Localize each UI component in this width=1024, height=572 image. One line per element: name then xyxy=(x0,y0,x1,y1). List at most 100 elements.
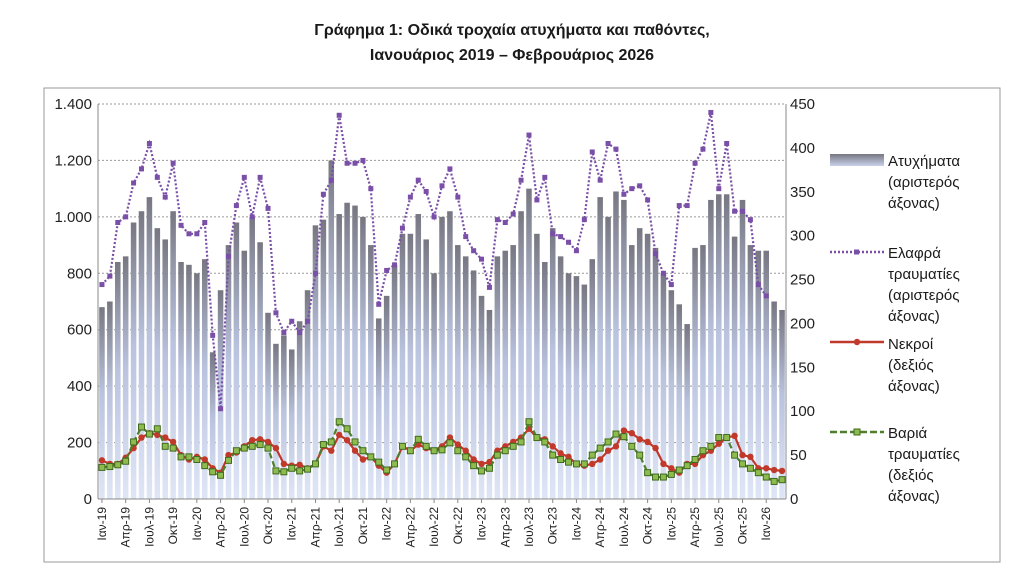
legend-label-heavy-injuries: τραυματίες xyxy=(888,446,960,463)
marker-heavy-injuries xyxy=(351,438,359,446)
marker-light-injuries xyxy=(716,186,722,192)
bar-accidents xyxy=(502,250,509,499)
bar-accidents xyxy=(684,324,690,499)
marker-light-injuries xyxy=(629,186,635,192)
marker-heavy-injuries xyxy=(565,458,573,466)
bar-accidents xyxy=(375,318,382,499)
bar-accidents xyxy=(265,312,271,499)
bar-accidents xyxy=(692,247,698,499)
bar-accidents xyxy=(716,194,722,500)
x-tick-label: Οκτ-25 xyxy=(736,507,750,545)
marker-light-injuries xyxy=(194,231,200,237)
marker-heavy-injuries xyxy=(485,464,493,472)
marker-heavy-injuries xyxy=(169,444,177,452)
marker-deaths xyxy=(249,436,256,444)
x-tick-label: Απρ-21 xyxy=(308,507,322,548)
bar-accidents xyxy=(731,236,738,499)
marker-light-injuries xyxy=(692,160,698,166)
marker-heavy-injuries xyxy=(430,447,438,455)
marker-light-injuries xyxy=(510,211,516,217)
marker-heavy-injuries xyxy=(731,451,739,459)
x-tick-label: Ιουλ-25 xyxy=(712,507,726,547)
marker-light-injuries xyxy=(597,177,603,183)
y-right-tick-label: 100 xyxy=(790,403,815,420)
legend-label-light-injuries: άξονας) xyxy=(888,308,940,325)
y-left-tick-label: 0 xyxy=(84,491,92,508)
bar-accidents xyxy=(186,264,192,499)
marker-deaths xyxy=(739,451,746,459)
marker-light-injuries xyxy=(423,188,429,194)
marker-heavy-injuries xyxy=(122,457,130,465)
bar-accidents xyxy=(621,199,627,499)
marker-heavy-injuries xyxy=(232,447,240,455)
bar-accidents xyxy=(439,216,445,499)
x-tick-label: Ιαν-19 xyxy=(95,507,109,541)
bar-accidents xyxy=(312,225,319,500)
marker-heavy-injuries xyxy=(723,434,731,442)
marker-heavy-injuries xyxy=(106,463,114,471)
bar-accidents xyxy=(431,273,437,499)
bar-accidents xyxy=(360,216,366,499)
marker-light-injuries xyxy=(700,146,706,152)
bar-accidents xyxy=(391,264,398,499)
bar-accidents xyxy=(233,222,240,499)
marker-heavy-injuries xyxy=(130,438,138,446)
marker-light-injuries xyxy=(740,208,746,214)
marker-light-injuries xyxy=(146,141,152,146)
marker-heavy-injuries xyxy=(525,418,533,426)
marker-heavy-injuries xyxy=(406,447,414,455)
marker-heavy-injuries xyxy=(177,453,185,461)
marker-heavy-injuries xyxy=(256,441,264,449)
bar-accidents xyxy=(700,245,706,499)
legend-label-heavy-injuries: άξονας) xyxy=(888,488,940,505)
marker-light-injuries xyxy=(225,253,231,259)
bar-accidents xyxy=(470,270,477,499)
marker-deaths xyxy=(462,447,469,454)
marker-heavy-injuries xyxy=(280,468,288,476)
marker-heavy-injuries xyxy=(509,442,517,450)
bar-accidents xyxy=(368,245,374,499)
marker-light-injuries xyxy=(566,239,572,245)
bar-accidents xyxy=(415,214,422,500)
marker-light-injuries xyxy=(131,180,137,186)
x-tick-label: Οκτ-22 xyxy=(451,507,465,545)
marker-heavy-injuries xyxy=(114,461,122,469)
marker-heavy-injuries xyxy=(272,467,280,475)
legend-label-deaths: Νεκροί xyxy=(888,336,934,353)
marker-heavy-injuries xyxy=(620,433,628,441)
y-right-tick-label: 0 xyxy=(790,491,798,508)
marker-heavy-injuries xyxy=(359,447,367,455)
marker-light-injuries xyxy=(170,160,176,166)
bar-accidents xyxy=(99,307,105,499)
x-tick-label: Οκτ-19 xyxy=(166,507,180,545)
marker-light-injuries xyxy=(732,208,738,214)
marker-deaths xyxy=(565,453,572,461)
marker-deaths xyxy=(154,431,161,439)
marker-light-injuries xyxy=(637,183,643,189)
marker-heavy-injuries xyxy=(264,444,272,452)
marker-deaths xyxy=(770,466,778,474)
bar-accidents xyxy=(209,352,216,499)
marker-deaths xyxy=(557,450,564,457)
marker-heavy-injuries xyxy=(319,441,327,449)
marker-light-injuries xyxy=(573,248,579,254)
marker-heavy-injuries xyxy=(343,425,351,433)
marker-light-injuries xyxy=(352,160,358,166)
marker-heavy-injuries xyxy=(501,447,509,455)
bar-accidents xyxy=(304,290,311,499)
bar-accidents xyxy=(708,199,714,499)
bar-accidents xyxy=(201,259,208,499)
y-left-tick-label: 1.400 xyxy=(54,96,92,113)
y-left-tick-label: 200 xyxy=(67,435,92,452)
marker-light-injuries xyxy=(368,186,374,192)
x-tick-label: Απρ-22 xyxy=(403,507,417,548)
x-tick-label: Ιαν-22 xyxy=(380,507,394,541)
marker-heavy-injuries xyxy=(612,430,620,438)
marker-light-injuries xyxy=(392,262,398,268)
marker-heavy-injuries xyxy=(367,453,375,461)
marker-deaths xyxy=(604,447,612,454)
marker-heavy-injuries xyxy=(699,447,707,455)
marker-heavy-injuries xyxy=(707,442,715,450)
marker-light-injuries xyxy=(297,330,303,336)
marker-deaths xyxy=(478,460,485,468)
